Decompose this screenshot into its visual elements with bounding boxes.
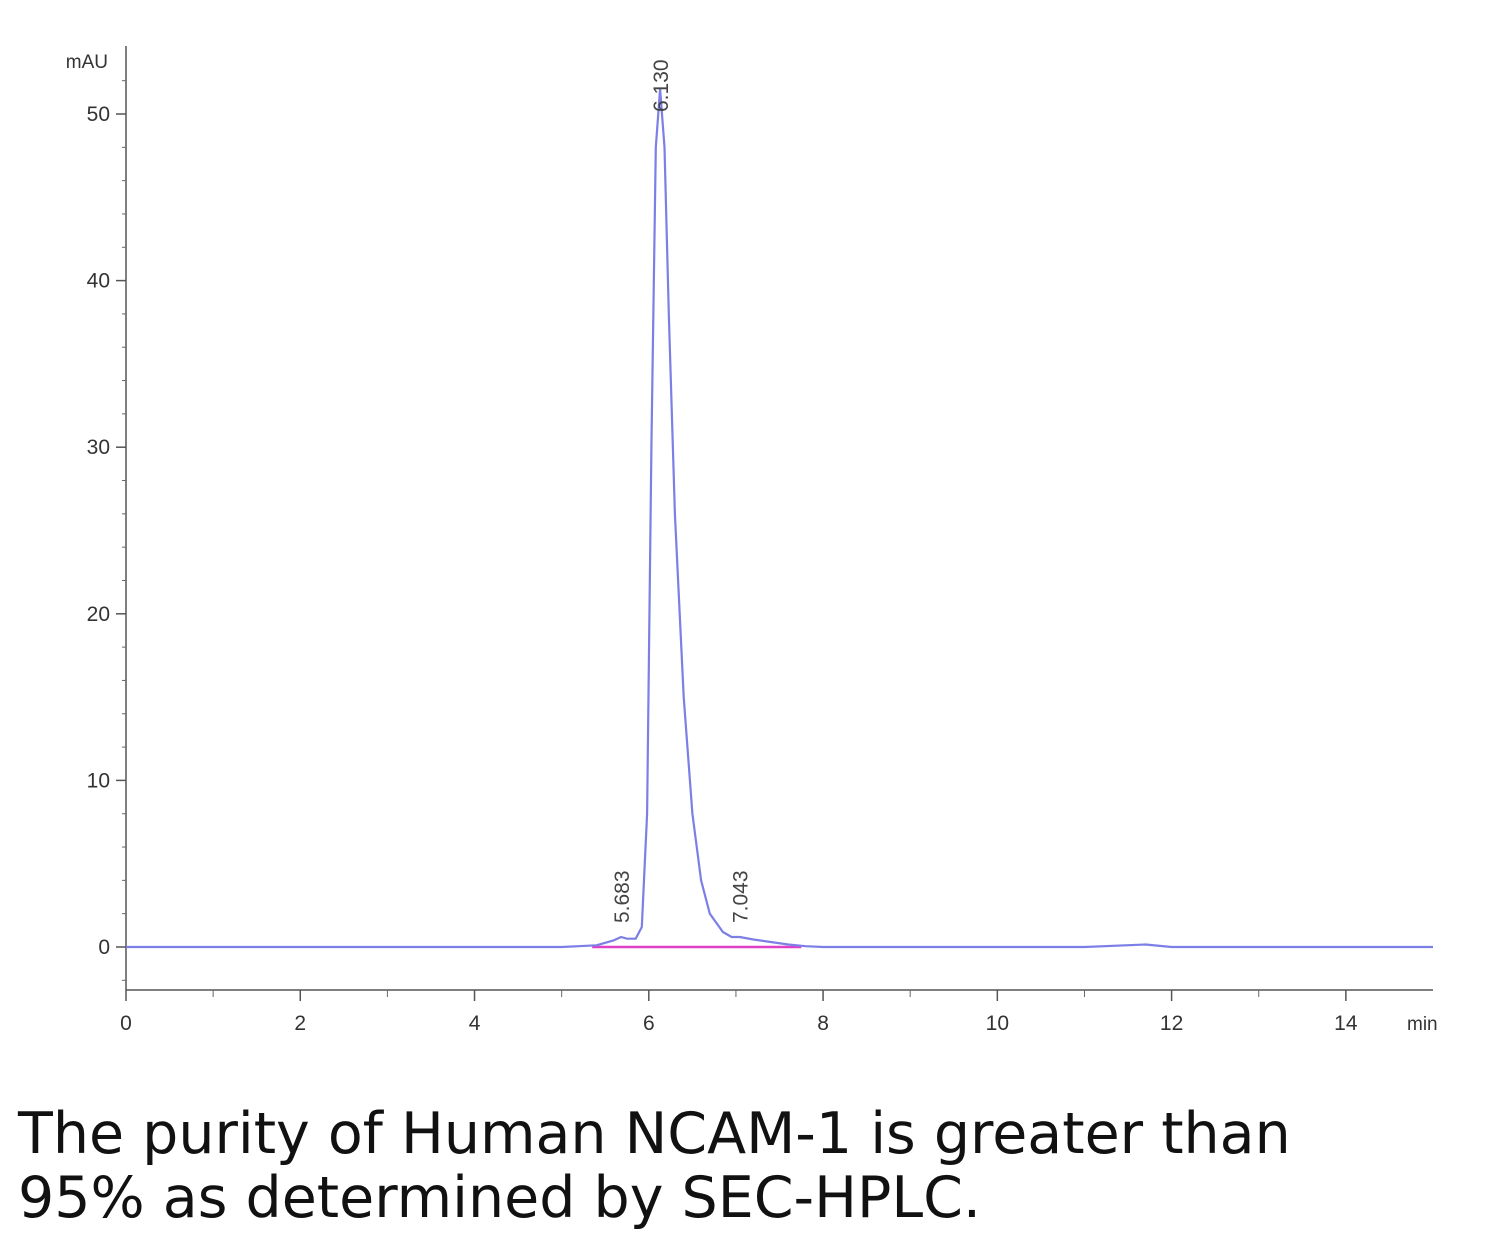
peak-label: 7.043 bbox=[730, 870, 753, 923]
figure-caption: The purity of Human NCAM-1 is greater th… bbox=[18, 1102, 1478, 1230]
x-tick-label: 8 bbox=[817, 1012, 829, 1035]
peak-label: 5.683 bbox=[611, 870, 634, 923]
x-tick-label: 12 bbox=[1160, 1012, 1183, 1035]
y-tick-label: 30 bbox=[87, 436, 110, 459]
caption-line-2: 95% as determined by SEC-HPLC. bbox=[18, 1165, 982, 1231]
x-axis-unit-label: min bbox=[1407, 1014, 1438, 1035]
caption-line-1: The purity of Human NCAM-1 is greater th… bbox=[18, 1101, 1291, 1167]
peak-label: 6.130 bbox=[650, 59, 673, 112]
x-axis: 0 2 4 6 8 10 12 14 bbox=[120, 989, 1433, 1035]
y-tick-label: 50 bbox=[87, 103, 110, 126]
x-tick-label: 14 bbox=[1334, 1012, 1358, 1035]
y-tick-label: 10 bbox=[87, 769, 110, 792]
chromatogram-chart: 0 10 20 30 40 50 0 2 4 6 8 10 12 14 mAU min 5.683 6.1… bbox=[66, 46, 1438, 1035]
peak-label-layer: 5.683 6.130 7.043 bbox=[611, 59, 753, 923]
chromatogram-trace bbox=[126, 87, 1433, 949]
x-tick-label: 2 bbox=[294, 1012, 306, 1035]
series-layer bbox=[126, 87, 1433, 949]
x-tick-label: 10 bbox=[986, 1012, 1009, 1035]
x-tick-label: 4 bbox=[469, 1012, 481, 1035]
y-tick-label: 40 bbox=[87, 270, 110, 293]
x-tick-label: 0 bbox=[120, 1012, 132, 1035]
y-axis: 0 10 20 30 40 50 bbox=[87, 46, 127, 990]
y-tick-label: 0 bbox=[98, 936, 110, 959]
y-axis-unit-label: mAU bbox=[66, 52, 108, 73]
y-tick-label: 20 bbox=[87, 603, 110, 626]
x-tick-label: 6 bbox=[643, 1012, 655, 1035]
